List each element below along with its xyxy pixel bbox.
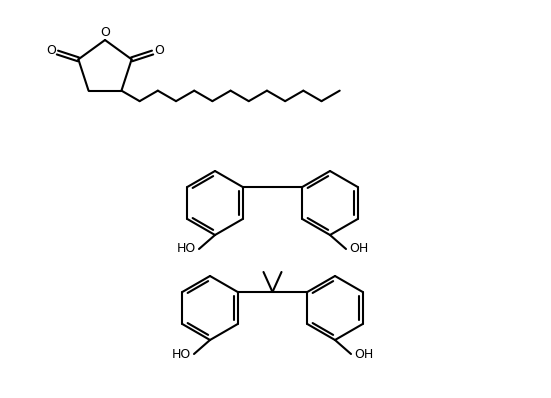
Text: OH: OH	[349, 242, 369, 256]
Text: O: O	[46, 44, 56, 57]
Text: O: O	[154, 44, 164, 57]
Text: HO: HO	[176, 242, 196, 256]
Text: O: O	[100, 25, 110, 39]
Text: OH: OH	[354, 347, 374, 361]
Text: HO: HO	[171, 347, 191, 361]
